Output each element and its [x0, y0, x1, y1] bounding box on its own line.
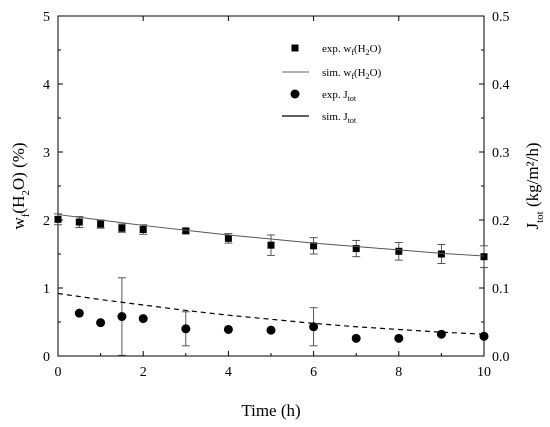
exp-jtot-point [117, 312, 127, 322]
exp-wf-point [139, 226, 147, 234]
exp-jtot-point [394, 333, 404, 343]
x-tick-label: 0 [55, 365, 62, 380]
exp-jtot-point [223, 324, 233, 334]
left-y-tick-label: 3 [43, 146, 50, 161]
x-tick-label: 8 [395, 365, 402, 380]
left-y-axis-ticks: 0 1 2 3 4 5 [43, 10, 63, 365]
exp-wf-point [118, 224, 126, 232]
left-y-tick-label: 0 [43, 350, 50, 365]
exp-jtot-point [74, 308, 84, 318]
exp-wf-point [395, 247, 403, 255]
exp-jtot-point [138, 314, 148, 324]
right-y-tick-label: 0.1 [492, 282, 510, 297]
exp-jtot-point [266, 325, 276, 335]
exp-wf-point [437, 250, 445, 258]
left-y-tick-label: 5 [43, 10, 50, 25]
legend-marker-circle [290, 89, 300, 99]
x-tick-label: 10 [477, 365, 491, 380]
exp-jtot-point [351, 333, 361, 343]
right-y-tick-label: 0.3 [492, 146, 510, 161]
legend: exp. wf(H2O) sim. wf(H2O) exp. Jtot sim.… [282, 43, 382, 125]
exp-wf-point [54, 215, 62, 223]
exp-wf-point [352, 245, 360, 253]
right-y-tick-label: 0.5 [492, 10, 510, 25]
x-axis-ticks: 0 2 4 6 8 10 [55, 16, 491, 380]
x-axis-label: Time (h) [241, 401, 300, 420]
x-tick-label: 4 [225, 365, 232, 380]
right-y-tick-label: 0.4 [492, 78, 510, 93]
sim-wf-line [57, 214, 485, 257]
exp-wf-point [310, 242, 318, 250]
exp-jtot-point [309, 322, 319, 332]
legend-label-sim-jtot: sim. Jtot [322, 111, 357, 125]
exp-wf-point [480, 253, 488, 261]
exp-wf-point [224, 234, 232, 242]
left-y-tick-label: 2 [43, 214, 50, 229]
legend-marker-square [291, 44, 299, 52]
right-y-axis-label: Jtot (kg/m²/h) [523, 142, 546, 229]
left-y-tick-label: 4 [43, 78, 50, 93]
legend-label-exp-wf: exp. wf(H2O) [322, 43, 382, 57]
left-y-axis-label: wf(H2O) (%) [9, 142, 32, 229]
exp-wf-point [75, 218, 83, 226]
legend-label-sim-wf: sim. wf(H2O) [322, 67, 382, 81]
right-y-axis-ticks: 0.0 0.1 0.2 0.3 0.4 0.5 [479, 10, 510, 365]
exp-wf-point [182, 227, 190, 235]
x-tick-label: 6 [310, 365, 317, 380]
right-y-tick-label: 0.0 [492, 350, 510, 365]
exp-jtot-point [479, 331, 489, 341]
series-layer [54, 213, 489, 356]
exp-jtot-point [436, 329, 446, 339]
x-tick-label: 2 [140, 365, 147, 380]
left-y-tick-label: 1 [43, 282, 50, 297]
exp-wf-point [97, 220, 105, 228]
right-y-tick-label: 0.2 [492, 214, 510, 229]
legend-label-exp-jtot: exp. Jtot [322, 89, 357, 103]
exp-wf-point [267, 241, 275, 249]
exp-jtot-point [96, 318, 106, 328]
exp-jtot-point [181, 324, 191, 334]
